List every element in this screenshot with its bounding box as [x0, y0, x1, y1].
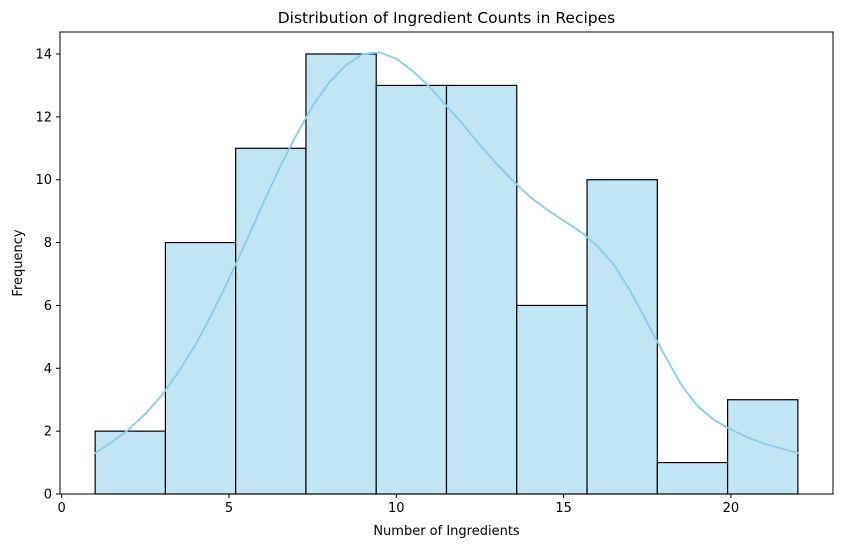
- y-tick-label: 4: [44, 362, 52, 377]
- histogram-bar-4: [305, 53, 377, 495]
- ticks-layer: 0 5 10 15 20 0 2 4 6 8 10 12 14: [35, 48, 739, 517]
- kde-curve: [94, 51, 799, 455]
- histogram-bar-3: [235, 147, 307, 495]
- y-tick-label: 10: [35, 173, 52, 188]
- y-tick-label: 2: [44, 425, 52, 440]
- histogram-bar-6: [445, 84, 518, 495]
- plot-frame: [59, 31, 834, 495]
- x-tick-label: 0: [58, 501, 66, 516]
- y-tick-label: 6: [44, 299, 52, 314]
- x-tick-label: 20: [723, 501, 740, 516]
- bars-layer: [94, 53, 799, 495]
- y-tick-label: 8: [44, 236, 52, 251]
- y-axis-title: Frequency: [11, 229, 26, 296]
- histogram-bar-1: [94, 430, 167, 495]
- histogram-bar-8: [586, 179, 658, 495]
- x-tick-label: 10: [388, 501, 405, 516]
- histogram-bar-10: [726, 399, 799, 495]
- x-tick-label: 5: [225, 501, 233, 516]
- y-tick-label: 12: [35, 110, 52, 125]
- histogram-bar-5: [375, 84, 448, 495]
- y-tick-label: 14: [35, 48, 52, 63]
- y-tick-label: 0: [44, 488, 52, 503]
- x-axis-title: Number of Ingredients: [373, 524, 520, 539]
- axes-layer: [59, 31, 834, 495]
- chart-title: Distribution of Ingredient Counts in Rec…: [278, 9, 616, 27]
- kde-layer: [94, 51, 799, 455]
- x-tick-label: 15: [555, 501, 572, 516]
- histogram-bar-7: [516, 304, 588, 495]
- histogram-bar-2: [164, 241, 237, 495]
- histogram-bar-9: [656, 461, 729, 495]
